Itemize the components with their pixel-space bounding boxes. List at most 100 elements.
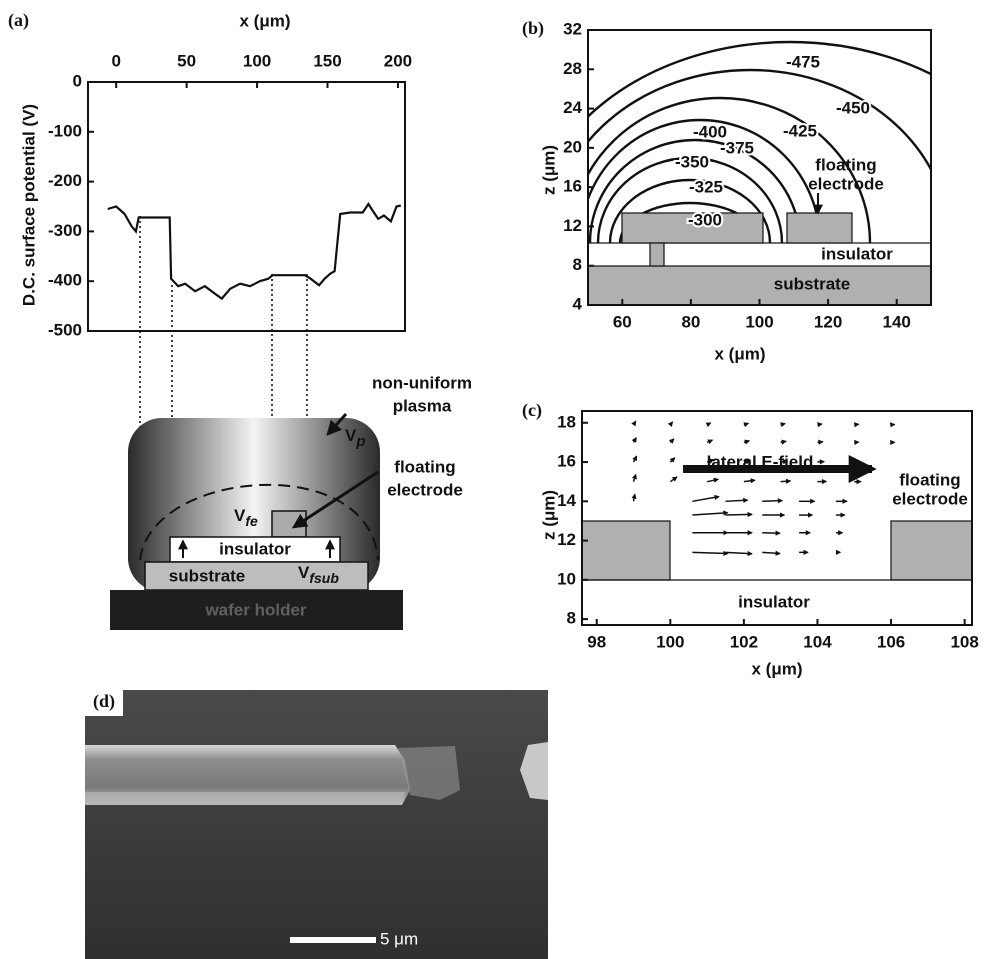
field-vector <box>781 481 791 482</box>
field-vector <box>670 477 677 482</box>
device-regions: lateral E-field floating electrode insul… <box>582 452 972 611</box>
contour-label: -450 <box>836 98 870 117</box>
y-tick-label: 20 <box>563 137 582 156</box>
y-axis-title: z (μm) <box>539 145 558 195</box>
field-vector <box>744 480 755 481</box>
y-tick-label: 12 <box>557 530 576 549</box>
panel-label: (a) <box>8 10 29 31</box>
electrode-label: floating <box>394 457 455 476</box>
x-tick-label: 140 <box>883 312 911 331</box>
field-vector <box>634 421 636 425</box>
y-tick-label: 8 <box>567 609 576 628</box>
annotation: electrode <box>808 174 884 193</box>
scale-bar-label: 5 μm <box>380 929 418 948</box>
field-vector <box>744 423 748 424</box>
y-tick-label: -200 <box>48 171 82 190</box>
panel-label: (b) <box>522 18 544 39</box>
subscript: fsub <box>309 570 339 586</box>
field-vector <box>707 423 711 425</box>
y-tick-label: 14 <box>557 491 576 510</box>
figure: non-uniform plasma Vp floating electrode… <box>0 0 984 959</box>
contour-label: -400 <box>693 122 727 141</box>
y-tick-label: 12 <box>563 216 582 235</box>
device-regions: floating electrode insulator substrate <box>588 155 931 305</box>
annotation: electrode <box>892 489 968 508</box>
annotation: substrate <box>774 274 851 293</box>
field-vector <box>725 500 747 501</box>
contour-label: -475 <box>786 52 820 71</box>
wafer-holder-label: wafer holder <box>204 600 306 619</box>
contour-label: -325 <box>689 177 723 196</box>
schematic: non-uniform plasma Vp floating electrode… <box>110 373 472 630</box>
field-vector <box>781 441 786 442</box>
field-vector <box>707 440 712 442</box>
annotation: insulator <box>738 592 810 611</box>
x-tick-label: 108 <box>950 632 978 651</box>
via <box>650 243 664 266</box>
y-tick-label: 32 <box>563 19 582 38</box>
contour-label: -350 <box>675 152 709 171</box>
contour-label: -425 <box>783 121 817 140</box>
field-vector <box>634 494 635 501</box>
y-tick-label: -100 <box>48 121 82 140</box>
field-vector <box>762 552 780 553</box>
plot-frame <box>88 82 405 331</box>
floating-electrode <box>891 521 972 580</box>
field-vector <box>781 461 788 462</box>
x-tick-label: 98 <box>587 632 606 651</box>
electrode <box>582 521 670 580</box>
plasma-label: non-uniform <box>372 373 472 392</box>
y-tick-label: -300 <box>48 221 82 240</box>
y-tick-label: 10 <box>557 569 576 588</box>
annotation: lateral E-field <box>707 452 814 471</box>
field-vector <box>692 552 727 553</box>
electrode-label: electrode <box>387 480 463 499</box>
y-tick-label: -500 <box>48 320 82 339</box>
y-tick-label: 4 <box>573 294 583 313</box>
field-vector <box>817 424 821 425</box>
y-axis-title: z (μm) <box>539 490 558 540</box>
y-tick-label: 16 <box>563 177 582 196</box>
annotation: floating <box>899 470 960 489</box>
micrograph: (d) 5 μm <box>85 690 548 959</box>
sem-image <box>85 690 548 959</box>
y-tick-label: 18 <box>557 412 576 431</box>
symbol: V <box>345 426 357 445</box>
field-vector <box>634 456 637 462</box>
field-vector <box>670 439 674 443</box>
x-tick-label: 60 <box>613 312 632 331</box>
field-vector <box>670 458 674 462</box>
annotation: insulator <box>821 244 893 263</box>
field-vector <box>781 424 785 425</box>
data-line <box>108 204 401 299</box>
field-vector <box>692 513 727 515</box>
x-tick-label: 100 <box>745 312 773 331</box>
y-tick-label: 24 <box>563 98 582 117</box>
plot-area <box>634 421 895 554</box>
x-tick-label: 50 <box>177 51 196 70</box>
field-vector <box>725 552 751 553</box>
x-tick-label: 200 <box>384 51 412 70</box>
x-tick-label: 106 <box>877 632 905 651</box>
y-tick-label: 16 <box>557 452 576 471</box>
y-tick-label: 0 <box>73 71 82 90</box>
floating-electrode <box>787 213 852 243</box>
annotation: floating <box>815 155 876 174</box>
x-tick-label: 104 <box>803 632 832 651</box>
field-vector <box>692 497 718 502</box>
y-tick-label: 28 <box>563 59 582 78</box>
field-vector <box>744 441 749 443</box>
field-vector <box>634 438 637 443</box>
insulator-label: insulator <box>219 539 291 558</box>
y-axis-title: D.C. surface potential (V) <box>19 104 38 306</box>
panel-label: (c) <box>522 400 542 421</box>
x-tick-label: 150 <box>313 51 341 70</box>
field-vector <box>707 479 718 481</box>
subscript: fe <box>245 513 258 529</box>
contour-label: -300 <box>688 210 722 229</box>
field-vector <box>817 442 822 443</box>
x-axis-title: x (μm) <box>714 344 765 363</box>
symbol: V <box>298 563 310 582</box>
x-tick-label: 120 <box>814 312 842 331</box>
field-vector <box>634 475 636 482</box>
